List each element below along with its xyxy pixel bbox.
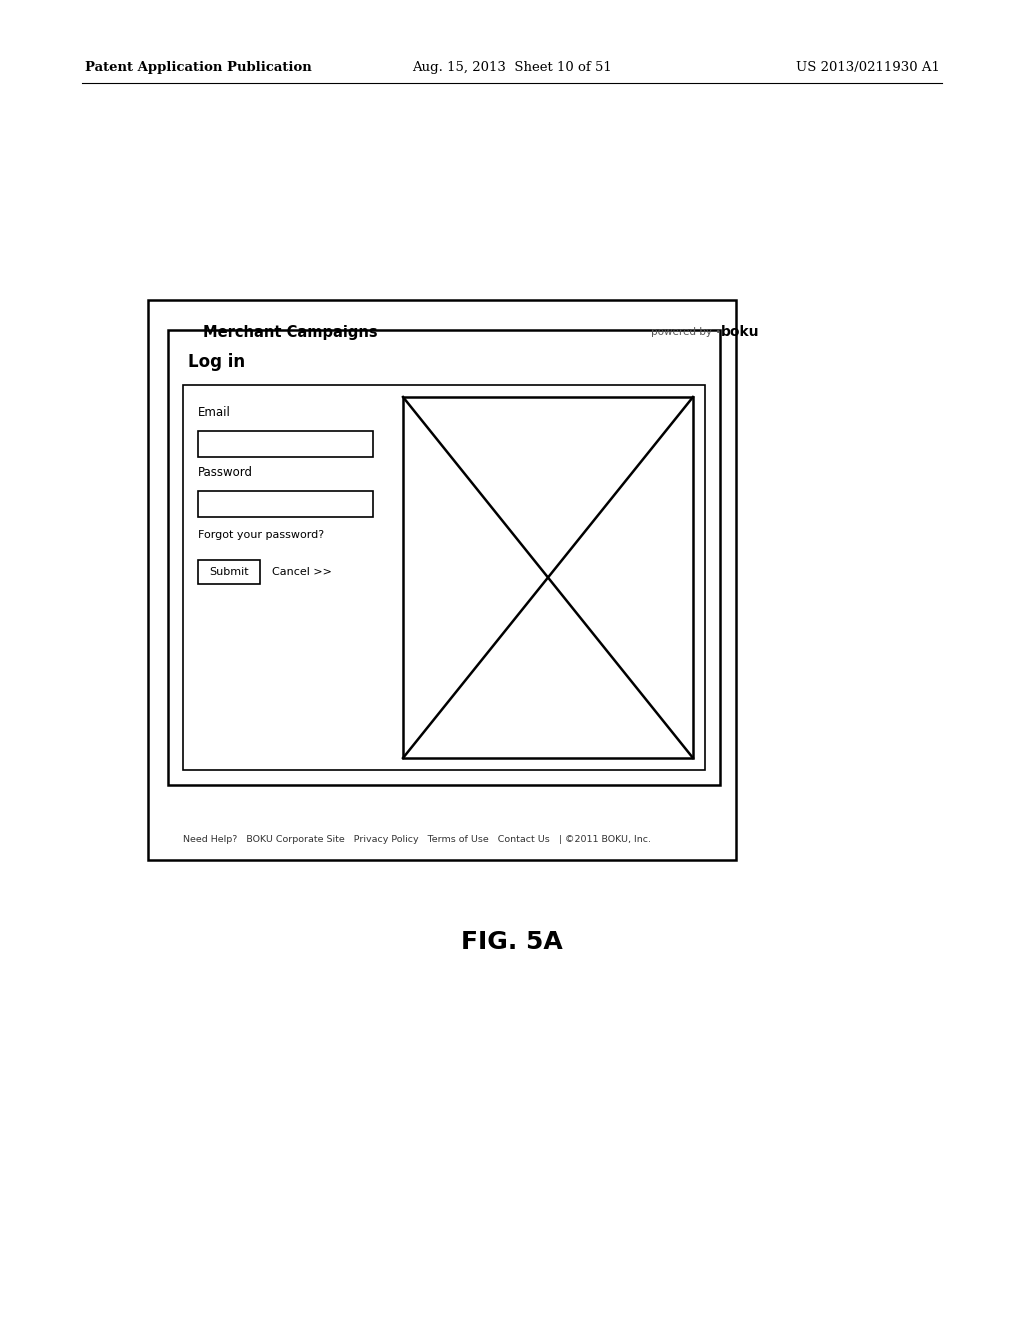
Text: Email: Email: [198, 407, 230, 420]
Text: Submit: Submit: [209, 568, 249, 577]
Text: Password: Password: [198, 466, 253, 479]
Bar: [148, 300, 736, 861]
Text: FIG. 5A: FIG. 5A: [461, 931, 563, 954]
Bar: [403, 397, 693, 758]
Text: Aug. 15, 2013  Sheet 10 of 51: Aug. 15, 2013 Sheet 10 of 51: [412, 62, 612, 74]
Text: Forgot your password?: Forgot your password?: [198, 531, 325, 540]
Text: powered by •: powered by •: [650, 327, 721, 337]
Text: Cancel >>: Cancel >>: [272, 568, 332, 577]
Text: boku: boku: [721, 325, 760, 339]
Text: Log in: Log in: [188, 352, 245, 371]
Bar: [183, 385, 705, 770]
Bar: [198, 432, 373, 457]
Text: Merchant Campaigns: Merchant Campaigns: [203, 325, 378, 339]
Text: US 2013/0211930 A1: US 2013/0211930 A1: [796, 62, 940, 74]
Bar: [198, 491, 373, 517]
Bar: [168, 330, 720, 785]
Bar: [198, 560, 260, 583]
Text: Patent Application Publication: Patent Application Publication: [85, 62, 311, 74]
Text: Need Help?   BOKU Corporate Site   Privacy Policy   Terms of Use   Contact Us   : Need Help? BOKU Corporate Site Privacy P…: [183, 836, 651, 845]
